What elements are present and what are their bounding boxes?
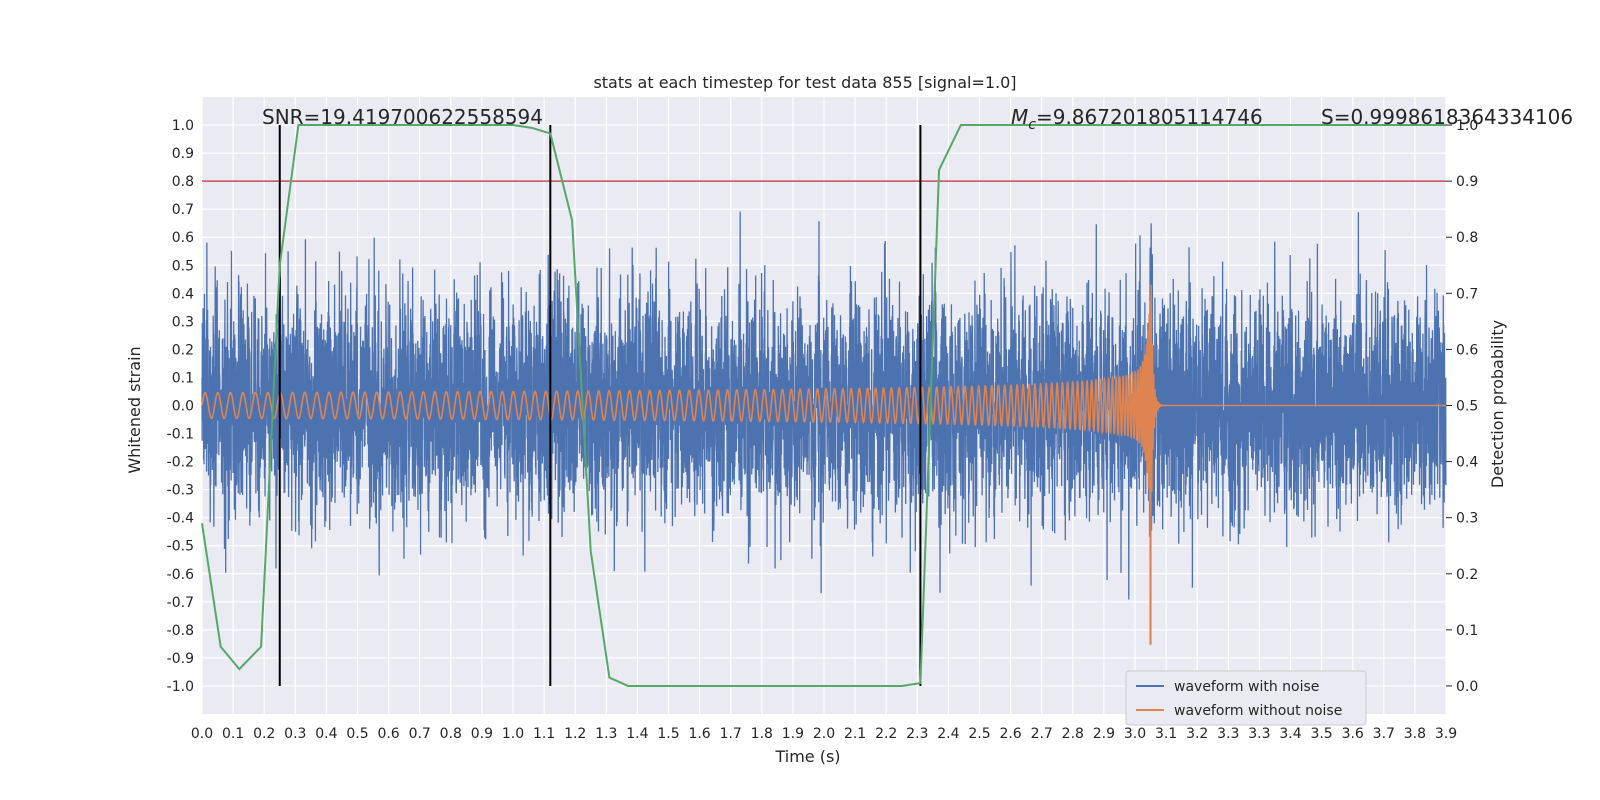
x-tick-label: 2.1 bbox=[844, 726, 866, 742]
x-tick-label: 0.7 bbox=[409, 726, 431, 742]
y2-tick-label: 0.1 bbox=[1456, 623, 1478, 639]
legend-label-noise: waveform with noise bbox=[1174, 679, 1319, 695]
y-tick-label: 0.8 bbox=[172, 174, 194, 190]
x-axis-label: Time (s) bbox=[774, 747, 840, 766]
plot-series-group bbox=[201, 124, 1447, 687]
chirp-mass-value: =9.867201805114746 bbox=[1036, 105, 1263, 129]
waveform-with-noise-line bbox=[201, 211, 1447, 600]
x-tick-label: 3.6 bbox=[1342, 726, 1364, 742]
x-tick-label: 1.8 bbox=[751, 726, 773, 742]
legend-label-clean: waveform without noise bbox=[1174, 703, 1342, 719]
x-tick-label: 1.1 bbox=[533, 726, 555, 742]
x-tick-label: 0.9 bbox=[471, 726, 493, 742]
x-tick-label: 0.5 bbox=[346, 726, 368, 742]
y2-tick-label: 0.7 bbox=[1456, 286, 1478, 302]
x-tick-label: 2.2 bbox=[875, 726, 897, 742]
y-tick-label: 0.3 bbox=[172, 314, 194, 330]
y2-tick-label: 0.5 bbox=[1456, 399, 1478, 415]
y2-tick-label: 0.2 bbox=[1456, 567, 1478, 583]
x-tick-label: 3.8 bbox=[1404, 726, 1426, 742]
x-tick-label: 1.4 bbox=[626, 726, 648, 742]
legend-box bbox=[1125, 670, 1367, 726]
y-tick-label: 0.4 bbox=[172, 286, 194, 302]
x-tick-label: 3.3 bbox=[1217, 726, 1239, 742]
y2-tick-label: 0.9 bbox=[1456, 174, 1478, 190]
x-tick-label: 2.7 bbox=[1031, 726, 1053, 742]
y2-tick-label: 0.4 bbox=[1456, 455, 1478, 471]
x-tick-label: 2.6 bbox=[999, 726, 1021, 742]
x-tick-label: 3.5 bbox=[1310, 726, 1332, 742]
y-tick-label: -0.8 bbox=[167, 623, 194, 639]
x-tick-label: 2.5 bbox=[968, 726, 990, 742]
x-tick-label: 3.1 bbox=[1155, 726, 1177, 742]
y-tick-label: -0.7 bbox=[167, 595, 194, 611]
y-tick-label: -0.5 bbox=[167, 539, 194, 555]
y2-axis-ticks: 1.0 0.9 0.8 0.7 0.6 0.5 0.4 0.3 0.2 0.1 0.0 bbox=[1446, 118, 1478, 695]
x-tick-label: 3.3 bbox=[1248, 726, 1270, 742]
y-tick-label: 0.1 bbox=[172, 370, 194, 386]
x-tick-label: 0.2 bbox=[253, 726, 275, 742]
x-tick-label: 0.3 bbox=[284, 726, 306, 742]
y-tick-label: 1.0 bbox=[172, 118, 194, 134]
y-tick-label: -1.0 bbox=[167, 679, 194, 695]
y-tick-label: -0.3 bbox=[167, 483, 194, 499]
x-tick-label: 3.7 bbox=[1373, 726, 1395, 742]
x-tick-label: 2.4 bbox=[937, 726, 959, 742]
y-tick-label: -0.1 bbox=[167, 427, 194, 443]
y-axis-label: Whitened strain bbox=[125, 346, 144, 473]
x-tick-label: 3.0 bbox=[1124, 726, 1146, 742]
x-tick-label: 3.2 bbox=[1186, 726, 1208, 742]
legend: waveform with noise waveform without noi… bbox=[1125, 670, 1367, 726]
y2-tick-label: 0.6 bbox=[1456, 342, 1478, 358]
y-tick-label: -0.4 bbox=[167, 511, 194, 527]
x-tick-label: 1.5 bbox=[657, 726, 679, 742]
y-tick-label: 0.2 bbox=[172, 342, 194, 358]
y-tick-label: -0.2 bbox=[167, 455, 194, 471]
x-axis-ticks: 0.0 0.1 0.2 0.3 0.4 0.5 0.6 0.7 0.8 0.9 1.0 1.1 1.2 1… bbox=[191, 726, 1457, 742]
y2-tick-label: 0.0 bbox=[1456, 679, 1478, 695]
detection-probability-line bbox=[201, 124, 1446, 687]
x-tick-label: 0.6 bbox=[377, 726, 399, 742]
y2-tick-label: 0.3 bbox=[1456, 511, 1478, 527]
x-tick-label: 0.8 bbox=[440, 726, 462, 742]
y-tick-label: 0.6 bbox=[172, 230, 194, 246]
y-axis-ticks: 1.0 0.9 0.8 0.7 0.6 0.5 0.4 0.3 0.2 0.1 0.0 -0.1 -0.… bbox=[167, 118, 194, 695]
x-tick-label: 3.9 bbox=[1435, 726, 1457, 742]
snr-annotation: SNR=19.419700622558594 bbox=[262, 105, 543, 129]
y2-axis-label: Detection probability bbox=[1488, 320, 1507, 488]
x-tick-label: 0.4 bbox=[315, 726, 337, 742]
y-tick-label: 0.7 bbox=[172, 202, 194, 218]
chirp-mass-symbol: M bbox=[1011, 105, 1028, 129]
x-tick-label: 1.6 bbox=[688, 726, 710, 742]
chirp-mass-subscript: c bbox=[1028, 117, 1036, 133]
x-tick-label: 2.8 bbox=[1062, 726, 1084, 742]
x-tick-label: 0.0 bbox=[191, 726, 213, 742]
x-tick-label: 2.3 bbox=[906, 726, 928, 742]
x-tick-label: 3.4 bbox=[1279, 726, 1301, 742]
x-tick-label: 1.0 bbox=[502, 726, 524, 742]
y2-tick-label: 1.0 bbox=[1456, 118, 1478, 134]
y-tick-label: -0.6 bbox=[167, 567, 194, 583]
s-annotation: S=0.9998618364334106 bbox=[1321, 105, 1573, 129]
x-tick-label: 1.9 bbox=[782, 726, 804, 742]
chirp-mass-annotation: Mc=9.867201805114746 bbox=[1011, 105, 1263, 133]
x-tick-label: 0.1 bbox=[222, 726, 244, 742]
y-tick-label: -0.9 bbox=[167, 651, 194, 667]
x-tick-label: 1.7 bbox=[720, 726, 742, 742]
y2-tick-label: 0.8 bbox=[1456, 230, 1478, 246]
chart-title: stats at each timestep for test data 855… bbox=[593, 73, 1016, 92]
x-tick-label: 1.3 bbox=[595, 726, 617, 742]
waveform-without-noise-line bbox=[201, 284, 1446, 645]
x-tick-label: 1.2 bbox=[564, 726, 586, 742]
x-tick-label: 2.0 bbox=[813, 726, 835, 742]
y-tick-label: 0.0 bbox=[172, 399, 194, 415]
y-tick-label: 0.5 bbox=[172, 258, 194, 274]
y-tick-label: 0.9 bbox=[172, 146, 194, 162]
x-tick-label: 2.9 bbox=[1093, 726, 1115, 742]
